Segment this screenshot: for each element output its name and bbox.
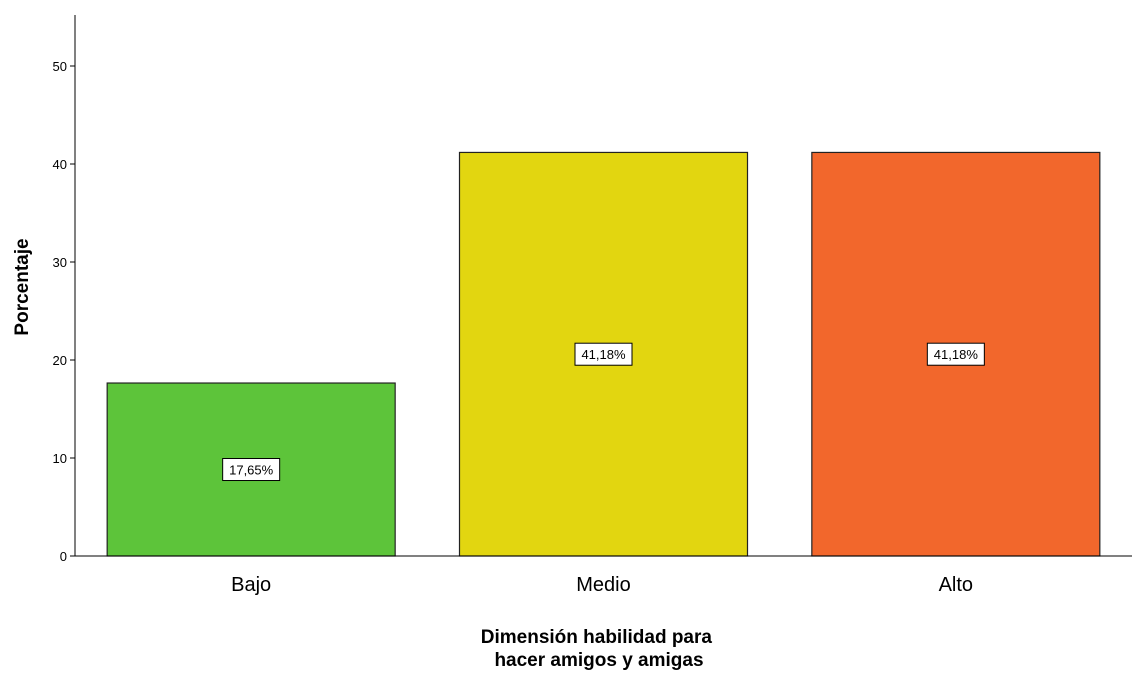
y-tick-label-20: 20 [53, 353, 67, 368]
y-ticks-group: 0 10 20 30 40 50 [53, 59, 75, 564]
x-axis-title-line-2: hacer amigos y amigas [494, 650, 703, 671]
data-label-alto: 41,18% [934, 347, 979, 362]
y-tick-label-40: 40 [53, 157, 67, 172]
x-axis-title-line-1: Dimensión habilidad para [481, 627, 713, 648]
y-tick-label-30: 30 [53, 255, 67, 270]
x-categories-group: Bajo Medio Alto [231, 574, 973, 596]
axes-group [74, 15, 1132, 557]
data-label-box-alto [926, 342, 985, 366]
data-label-bajo: 17,65% [229, 463, 274, 478]
x-tick-label-medio: Medio [576, 574, 630, 596]
y-tick-label-10: 10 [53, 451, 67, 466]
y-axis-title: Porcentaje [12, 238, 33, 335]
data-label-box-medio [574, 342, 633, 366]
y-tick-label-50: 50 [53, 59, 67, 74]
x-tick-label-alto: Alto [939, 574, 973, 596]
x-tick-label-bajo: Bajo [231, 574, 271, 596]
data-label-box-bajo [222, 458, 281, 482]
y-tick-label-0: 0 [60, 549, 67, 564]
data-label-medio: 41,18% [581, 347, 626, 362]
x-axis-title: Dimensión habilidad para hacer amigos y … [481, 627, 718, 671]
data-labels-group: 17,65% 41,18% 41,18% [222, 342, 985, 482]
